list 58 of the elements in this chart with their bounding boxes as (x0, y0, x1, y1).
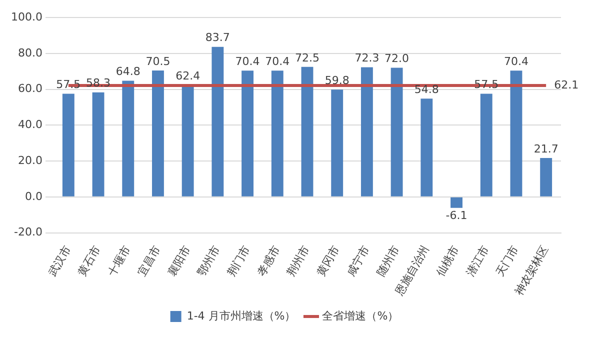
bar (152, 70, 164, 196)
data-label: 70.4 (504, 55, 528, 68)
bar (540, 158, 552, 196)
bar (242, 70, 254, 196)
data-label: 83.7 (205, 31, 230, 44)
x-tick-label: 十堰市 (105, 244, 134, 279)
data-label: 59.8 (324, 74, 350, 88)
x-tick-label: 武汉市 (46, 244, 74, 279)
bar (182, 85, 194, 196)
data-label: 62.4 (176, 69, 200, 82)
data-label: -6.1 (446, 209, 468, 222)
y-tick-label: 80.0 (18, 46, 42, 60)
y-tick-label: 0.0 (24, 190, 42, 203)
data-label: 64.8 (116, 65, 140, 78)
bar (92, 92, 104, 196)
data-label: 70.5 (146, 54, 170, 68)
bar (331, 90, 344, 196)
x-tick-label: 黄冈市 (314, 244, 342, 279)
data-label: 54.8 (414, 83, 439, 96)
bar (390, 68, 403, 196)
bar (301, 66, 314, 196)
x-tick-label: 宜昌市 (135, 244, 164, 279)
data-label: 72.0 (384, 52, 410, 66)
y-tick-label: 40.0 (18, 118, 42, 132)
x-tick-label: 孝感市 (254, 244, 282, 279)
y-tick-label: 20.0 (18, 154, 42, 167)
bar (510, 70, 522, 196)
x-tick-label: 潜江市 (464, 244, 492, 279)
data-label: 70.4 (235, 55, 260, 68)
bar (271, 70, 284, 196)
x-tick-label: 仙桃市 (434, 244, 462, 279)
y-tick-label: 100.0 (10, 10, 42, 24)
x-tick-label: 荆门市 (224, 244, 253, 279)
data-label: 57.5 (474, 78, 499, 92)
bar (62, 94, 74, 196)
legend-label: 全省增速（%） (322, 309, 399, 322)
x-tick-label: 荆州市 (284, 244, 312, 279)
x-tick-label: 襄阳市 (165, 244, 193, 279)
bar (480, 94, 492, 196)
bar (122, 80, 134, 196)
data-label: 72.5 (294, 51, 320, 64)
x-tick-label: 随州市 (374, 244, 402, 279)
x-tick-label: 天门市 (494, 244, 522, 279)
bar (212, 46, 224, 196)
data-label: 62.1 (554, 78, 579, 92)
y-tick-label: -20.0 (14, 226, 42, 239)
legend-label: 1-4 月市州增速（%） (186, 309, 296, 322)
data-label: 72.3 (354, 52, 380, 65)
data-label: 70.4 (265, 55, 290, 68)
bar (360, 67, 373, 196)
bar (450, 197, 462, 208)
bar (420, 98, 433, 196)
x-tick-label: 鄂州市 (195, 244, 223, 279)
data-label: 57.5 (56, 78, 81, 92)
x-tick-label: 黄石市 (76, 244, 104, 279)
data-label: 21.7 (534, 142, 558, 156)
y-tick-label: 60.0 (18, 82, 42, 96)
x-tick-label: 咸宁市 (344, 244, 372, 279)
